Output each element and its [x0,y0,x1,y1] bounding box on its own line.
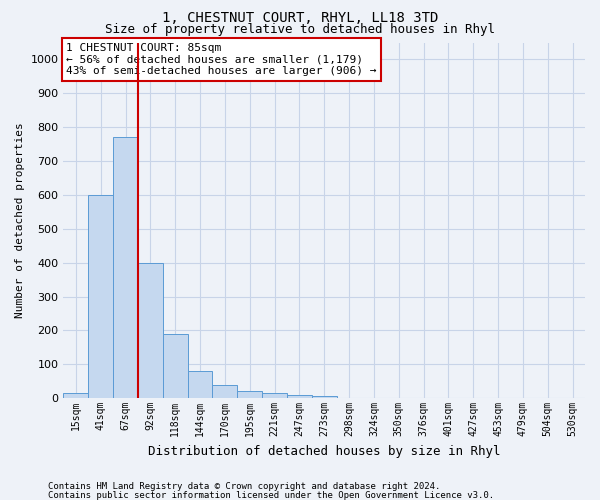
Text: 1 CHESTNUT COURT: 85sqm
← 56% of detached houses are smaller (1,179)
43% of semi: 1 CHESTNUT COURT: 85sqm ← 56% of detache… [66,43,377,76]
Bar [212,384,237,398]
Bar [113,138,138,398]
Bar [262,393,287,398]
Bar [188,371,212,398]
Bar [138,262,163,398]
Text: 1, CHESTNUT COURT, RHYL, LL18 3TD: 1, CHESTNUT COURT, RHYL, LL18 3TD [162,11,438,25]
Bar [64,393,88,398]
Text: Contains HM Land Registry data © Crown copyright and database right 2024.: Contains HM Land Registry data © Crown c… [48,482,440,491]
X-axis label: Distribution of detached houses by size in Rhyl: Distribution of detached houses by size … [148,444,500,458]
Text: Size of property relative to detached houses in Rhyl: Size of property relative to detached ho… [105,22,495,36]
Text: Contains public sector information licensed under the Open Government Licence v3: Contains public sector information licen… [48,490,494,500]
Bar [287,395,312,398]
Y-axis label: Number of detached properties: Number of detached properties [15,122,25,318]
Bar [237,392,262,398]
Bar [163,334,188,398]
Bar [312,396,337,398]
Bar [88,195,113,398]
